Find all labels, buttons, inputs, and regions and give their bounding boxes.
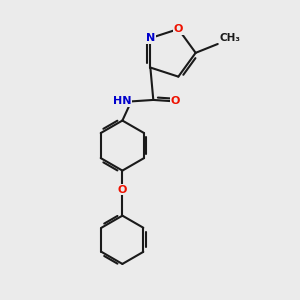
Text: O: O <box>174 24 183 34</box>
Text: HN: HN <box>113 96 131 106</box>
Text: O: O <box>118 185 127 195</box>
Text: O: O <box>171 96 180 106</box>
Text: N: N <box>146 33 155 43</box>
Text: CH₃: CH₃ <box>219 32 240 43</box>
